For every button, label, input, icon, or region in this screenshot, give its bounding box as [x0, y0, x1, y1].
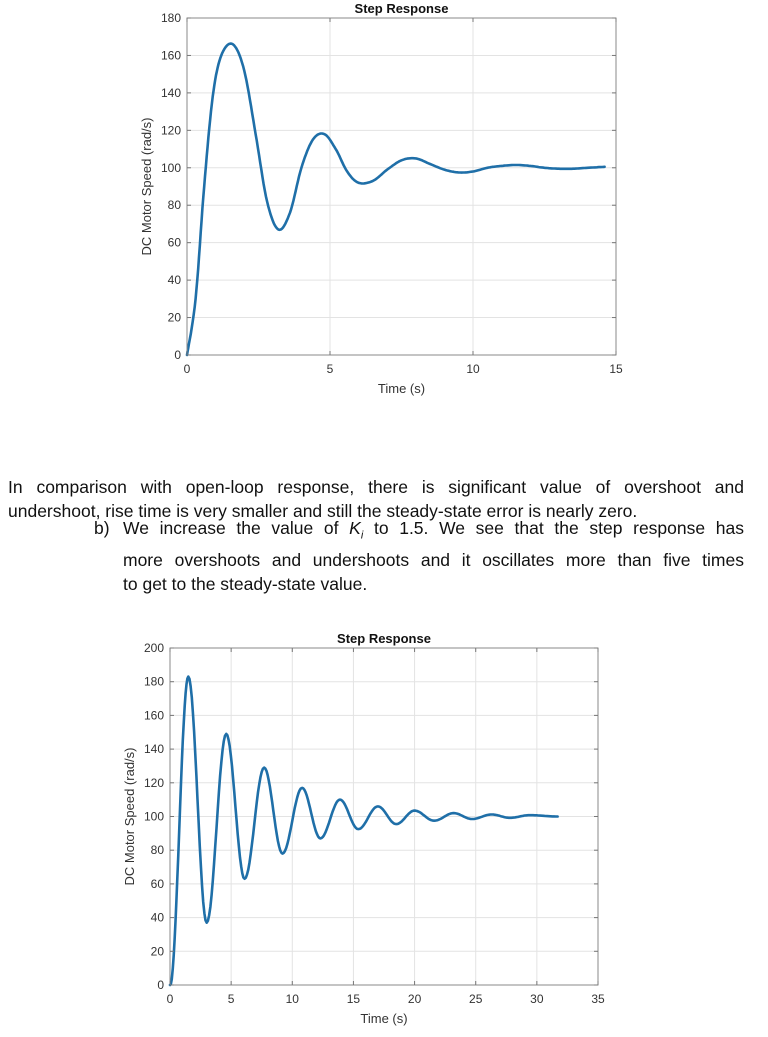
- x-tick-label: 10: [286, 992, 300, 1006]
- x-tick-label: 0: [167, 992, 174, 1006]
- y-tick-label: 180: [161, 11, 181, 25]
- y-axis-label: DC Motor Speed (rad/s): [139, 118, 154, 256]
- y-tick-label: 80: [168, 198, 182, 212]
- y-tick-label: 0: [174, 348, 181, 362]
- y-tick-label: 60: [151, 877, 165, 891]
- y-tick-label: 20: [151, 944, 165, 958]
- x-tick-label: 15: [609, 362, 623, 376]
- x-axis-label: Time (s): [360, 1011, 407, 1026]
- y-tick-label: 120: [161, 123, 181, 137]
- y-tick-label: 160: [161, 48, 181, 62]
- x-tick-label: 5: [327, 362, 334, 376]
- comparison-paragraph: In comparison with open-loop response, t…: [8, 475, 744, 523]
- y-tick-label: 80: [151, 843, 165, 857]
- step-response-chart-2: 0 5 10 15 20 25 30 35 0 20 40 60 80 100 120 140 160 180 20…: [0, 625, 768, 1037]
- y-tick-label: 100: [161, 161, 181, 175]
- response-curve: [185, 42, 606, 357]
- y-tick-label: 20: [168, 311, 182, 325]
- x-tick-label: 30: [530, 992, 544, 1006]
- item-b-post: to 1.5. We see that the step response ha…: [363, 518, 744, 538]
- y-tick-label: 0: [157, 978, 164, 992]
- y-tick-label: 40: [168, 273, 182, 287]
- y-tick-label: 60: [168, 236, 182, 250]
- response-curve: [168, 675, 559, 987]
- y-tick-label: 180: [144, 675, 164, 689]
- paragraph-line-2: undershoot, rise time is very smaller an…: [8, 501, 638, 521]
- item-b-pre: We increase the value of: [123, 518, 350, 538]
- chart-title: Step Response: [355, 1, 449, 16]
- y-tick-label: 140: [144, 742, 164, 756]
- chart-2-canvas: 0 5 10 15 20 25 30 35 0 20 40 60 80 100 120 140 160 180 20…: [122, 631, 605, 1026]
- list-item-label: b): [94, 518, 110, 538]
- paragraph-line-1: In comparison with open-loop response, t…: [8, 477, 744, 497]
- ki-sub: i: [360, 529, 364, 542]
- list-item-b: b) We increase the value of Ki to 1.5. W…: [94, 516, 744, 596]
- x-tick-label: 0: [184, 362, 191, 376]
- y-tick-label: 40: [151, 911, 165, 925]
- ki-var: K: [349, 518, 361, 538]
- ki-symbol: Ki: [349, 518, 363, 542]
- step-response-chart-1: 0 5 10 15 0 20 40 60 80 100 120 140 160 180 Step Respo…: [0, 0, 768, 410]
- chart-1-canvas: 0 5 10 15 0 20 40 60 80 100 120 140 160 180 Step Respo…: [139, 1, 623, 396]
- item-b-line-2: more overshoots and undershoots and it o…: [123, 549, 744, 570]
- list-item-text: We increase the value of Ki to 1.5. We s…: [123, 516, 744, 596]
- x-tick-label: 15: [347, 992, 361, 1006]
- item-b-line-1: We increase the value of Ki to 1.5. We s…: [123, 516, 744, 548]
- y-tick-label: 100: [144, 810, 164, 824]
- x-tick-label: 20: [408, 992, 422, 1006]
- y-tick-label: 120: [144, 776, 164, 790]
- x-tick-label: 35: [591, 992, 605, 1006]
- chart-title: Step Response: [337, 631, 431, 646]
- x-tick-label: 25: [469, 992, 483, 1006]
- x-tick-label: 5: [228, 992, 235, 1006]
- x-axis-label: Time (s): [378, 381, 425, 396]
- y-tick-label: 160: [144, 708, 164, 722]
- x-tick-label: 10: [466, 362, 480, 376]
- y-axis-label: DC Motor Speed (rad/s): [122, 748, 137, 886]
- item-b-line-3: to get to the steady-state value.: [123, 573, 368, 594]
- y-tick-label: 140: [161, 86, 181, 100]
- y-tick-label: 200: [144, 641, 164, 655]
